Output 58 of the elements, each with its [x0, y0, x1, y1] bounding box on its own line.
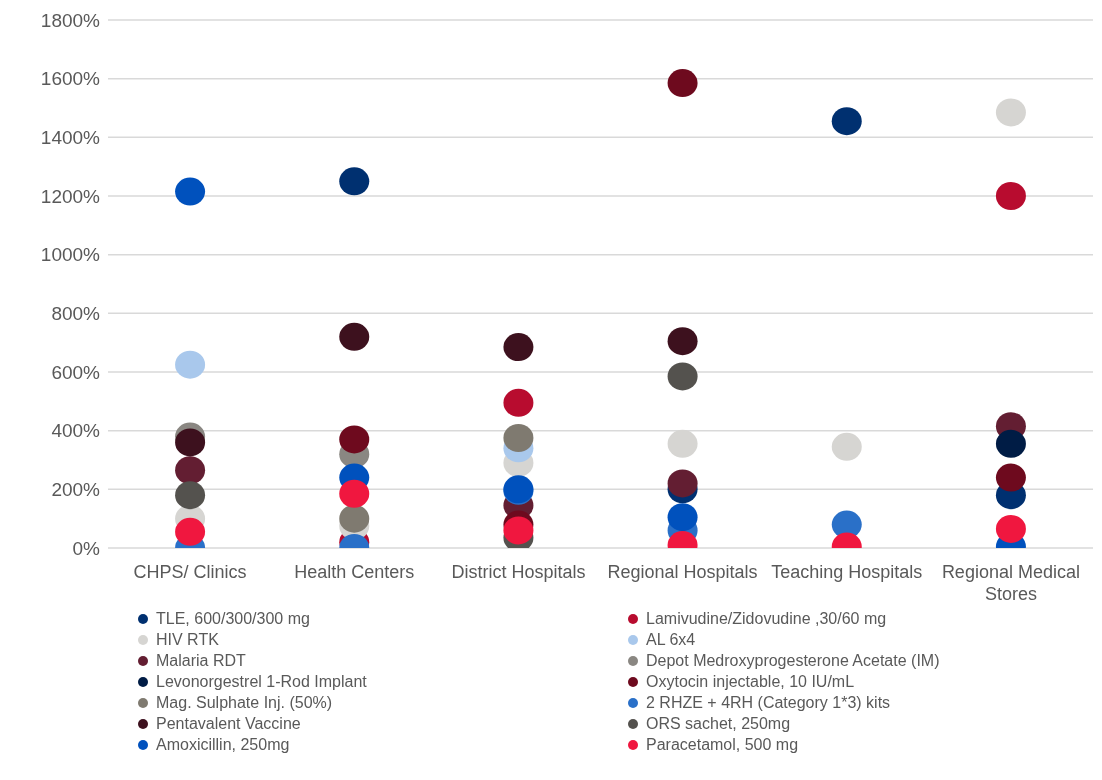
point	[667, 469, 698, 498]
legend-label: 2 RHZE + 4RH (Category 1*3) kits	[646, 693, 891, 713]
x-tick-label: Regional Hospitals	[607, 562, 758, 582]
y-tick-label: 1800%	[40, 9, 101, 31]
point	[667, 429, 698, 458]
point	[667, 327, 698, 356]
point	[831, 107, 862, 136]
x-tick-label: Regional Medical Stores	[941, 562, 1080, 604]
x-tick-label: CHPS/ Clinics	[133, 562, 247, 582]
point	[175, 517, 206, 546]
y-tick-label: 1600%	[40, 68, 101, 90]
legend-label: Oxytocin injectable, 10 IU/mL	[646, 672, 855, 692]
legend-label: Depot Medroxyprogesterone Acetate (IM)	[646, 651, 940, 671]
legend-label: AL 6x4	[646, 630, 696, 650]
point	[339, 322, 370, 351]
point	[503, 333, 534, 362]
legend-label: Levonorgestrel 1-Rod Implant	[156, 672, 367, 692]
legend-label: Pentavalent Vaccine	[156, 714, 301, 734]
y-tick-label: 200%	[51, 479, 101, 501]
legend-label: ORS sachet, 250mg	[646, 714, 791, 734]
point	[503, 424, 534, 452]
point	[503, 388, 534, 417]
x-tick-label: Teaching Hospitals	[771, 562, 923, 582]
point	[503, 516, 534, 545]
legend-label: HIV RTK	[156, 630, 219, 650]
legend-label: Paracetamol, 500 mg	[646, 735, 799, 755]
legend-label: Mag. Sulphate Inj. (50%)	[156, 693, 333, 713]
point	[339, 504, 370, 533]
point	[339, 425, 370, 454]
y-tick-label: 1400%	[40, 127, 101, 149]
point	[339, 479, 370, 508]
point	[175, 350, 206, 379]
point	[995, 463, 1026, 492]
point	[995, 514, 1026, 543]
y-tick-label: 400%	[51, 420, 101, 442]
x-tick-label: Health Centers	[294, 562, 415, 582]
point	[175, 456, 206, 485]
point	[667, 362, 698, 391]
point	[667, 503, 698, 532]
point	[995, 98, 1026, 127]
x-tick-label: District Hospitals	[451, 562, 586, 582]
point	[831, 432, 862, 461]
y-tick-label: 600%	[51, 361, 101, 383]
legend-label: Lamivudine/Zidovudine ,30/60 mg	[646, 609, 887, 629]
legend-label: Amoxicillin, 250mg	[156, 735, 290, 755]
point	[175, 428, 206, 457]
point	[667, 69, 698, 98]
point	[339, 167, 370, 196]
point	[175, 177, 206, 206]
y-tick-label: 1000%	[40, 244, 101, 266]
legend-label: Malaria RDT	[156, 651, 246, 671]
y-tick-label: 0%	[72, 537, 101, 559]
point	[995, 429, 1026, 458]
legend-label: TLE, 600/300/300 mg	[156, 609, 310, 629]
y-tick-label: 1200%	[40, 185, 101, 207]
point	[175, 481, 206, 510]
y-tick-label: 800%	[51, 303, 101, 325]
point	[995, 182, 1026, 210]
